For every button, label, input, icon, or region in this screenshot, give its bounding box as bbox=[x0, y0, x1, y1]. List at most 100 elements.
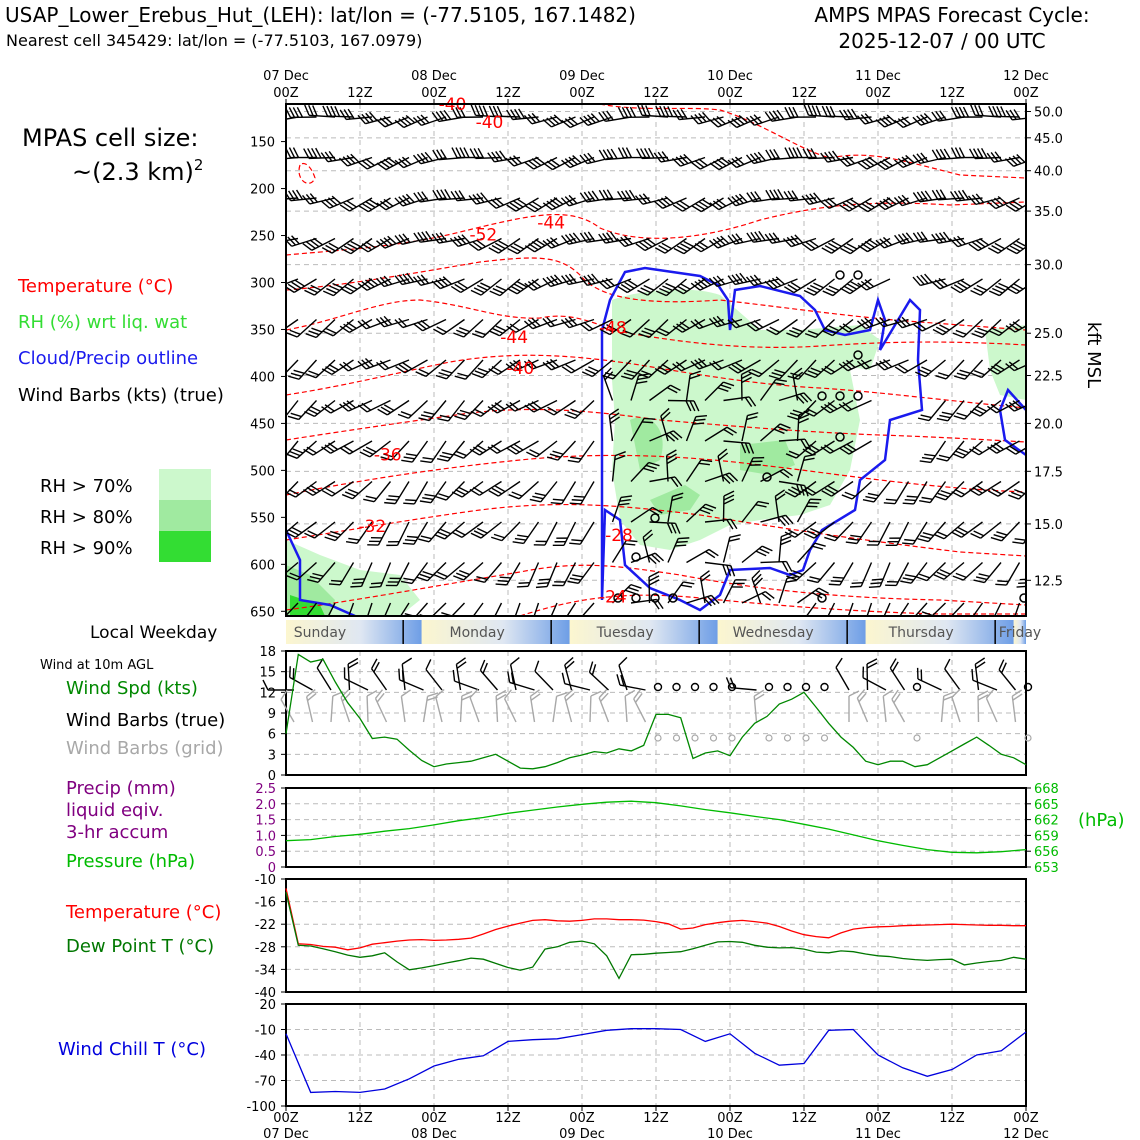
upper-air-wind-barb bbox=[320, 195, 354, 209]
surface-wind-barb-true bbox=[725, 677, 757, 691]
pressure-legend: Pressure (hPa) bbox=[66, 851, 195, 872]
upper-air-wind-barb bbox=[933, 521, 965, 540]
upper-air-wind-barb bbox=[968, 147, 1002, 160]
upper-air-wind-barb bbox=[487, 440, 521, 454]
upper-air-wind-barb bbox=[487, 150, 521, 163]
upper-air-wind-barb bbox=[952, 561, 983, 581]
upper-air-wind-barb bbox=[546, 440, 577, 461]
upper-air-wind-barb bbox=[901, 602, 928, 616]
upper-air-wind-barb bbox=[542, 156, 576, 171]
temperature-contour-line bbox=[286, 564, 1026, 611]
surface-wind-barb-grid bbox=[529, 689, 541, 723]
upper-air-wind-barb bbox=[560, 602, 577, 616]
upper-air-wind-barb bbox=[919, 481, 947, 504]
upper-air-wind-barb bbox=[630, 461, 660, 482]
upper-air-wind-barb bbox=[542, 274, 576, 288]
legend-rh: RH (%) wrt liq. wat bbox=[18, 312, 187, 333]
upper-air-wind-barb bbox=[394, 114, 428, 129]
upper-air-wind-barb bbox=[542, 197, 576, 211]
upper-air-wind-barb bbox=[286, 602, 299, 616]
value-tick-label: 1.5 bbox=[255, 814, 276, 829]
surface-wind-barb-true bbox=[862, 666, 887, 691]
upper-air-wind-barb bbox=[569, 481, 595, 505]
upper-air-wind-barb bbox=[542, 316, 576, 328]
upper-air-wind-barb bbox=[667, 492, 684, 523]
upper-air-wind-barb bbox=[436, 440, 466, 462]
value-tick-label: -34 bbox=[255, 963, 276, 978]
upper-air-wind-barb bbox=[524, 399, 558, 413]
kft-tick-label: 45.0 bbox=[1034, 132, 1063, 147]
pressure-tick-label: 500 bbox=[250, 464, 275, 479]
kft-tick-label: 30.0 bbox=[1034, 259, 1063, 274]
upper-air-wind-barb bbox=[384, 481, 410, 505]
upper-air-wind-barb bbox=[375, 315, 410, 328]
value-tick-label: -10 bbox=[255, 873, 276, 888]
pressure-tick-label: 250 bbox=[250, 230, 275, 245]
surface-wind-barb-true bbox=[398, 668, 424, 691]
upper-air-wind-barb bbox=[413, 230, 447, 243]
upper-air-wind-barb bbox=[796, 409, 810, 442]
forecast-cycle-time: 2025-12-07 / 00 UTC bbox=[838, 29, 1045, 53]
weekday-band bbox=[421, 620, 570, 644]
upper-air-wind-barb bbox=[303, 480, 336, 496]
upper-air-wind-barb bbox=[685, 459, 713, 482]
temperature-contour-labels: -40-40-44-52-44 -48-40-36-32 -28-24 bbox=[358, 95, 632, 607]
upper-air-wind-barb bbox=[611, 539, 638, 563]
temperature-contour-line bbox=[286, 201, 1026, 256]
upper-air-wind-barb bbox=[709, 156, 743, 171]
upper-air-wind-barb bbox=[783, 190, 817, 202]
calm-circle-grid bbox=[765, 734, 773, 742]
upper-air-wind-barb bbox=[987, 359, 1020, 375]
upper-air-wind-barb bbox=[748, 359, 780, 378]
surface-wind-barb-grid bbox=[280, 689, 295, 723]
upper-air-wind-barb bbox=[468, 237, 502, 251]
upper-air-wind-barb bbox=[690, 277, 724, 291]
upper-air-wind-barb bbox=[524, 156, 558, 170]
upper-air-wind-barb bbox=[473, 562, 503, 584]
upper-air-wind-barb bbox=[561, 116, 595, 129]
upper-air-wind-barb bbox=[569, 521, 595, 545]
weekday-label: Wednesday bbox=[733, 625, 814, 641]
upper-air-wind-barb bbox=[894, 232, 928, 245]
upper-air-wind-barb bbox=[838, 155, 872, 167]
upper-air-wind-barb bbox=[286, 189, 317, 202]
calm-circle bbox=[783, 682, 792, 692]
upper-air-wind-barb bbox=[704, 518, 738, 530]
value-tick-label: -40 bbox=[255, 1049, 276, 1064]
upper-air-wind-barb bbox=[395, 359, 428, 374]
upper-air-wind-barb bbox=[526, 440, 558, 458]
upper-air-wind-barb bbox=[875, 316, 909, 328]
wind-speed-legend: Wind Spd (kts) bbox=[66, 678, 198, 699]
kft-tick-label: 50.0 bbox=[1034, 106, 1063, 121]
upper-air-wind-barb bbox=[286, 400, 299, 422]
upper-air-wind-barb bbox=[376, 156, 410, 171]
surface-wind-barb-grid bbox=[848, 690, 860, 722]
upper-air-wind-barb bbox=[304, 399, 336, 418]
upper-air-wind-barb bbox=[655, 278, 687, 297]
upper-air-wind-barb bbox=[838, 399, 872, 412]
upper-air-wind-barb bbox=[467, 602, 484, 616]
rh-bin-90-label: RH > 90% bbox=[40, 538, 133, 559]
surface-wind-barb-grid bbox=[1011, 689, 1023, 723]
surface-wind-barb-grid bbox=[374, 689, 388, 723]
bottom-hour-label: 00Z bbox=[717, 1111, 743, 1126]
bottom-hour-label: 12Z bbox=[347, 1111, 373, 1126]
value-tick-label: -70 bbox=[255, 1075, 276, 1090]
upper-air-wind-barb bbox=[821, 237, 854, 254]
upper-air-wind-barb bbox=[995, 562, 1021, 586]
upper-air-wind-barb bbox=[487, 399, 521, 414]
upper-air-wind-barb bbox=[508, 480, 539, 500]
pressure-tick-label: 650 bbox=[250, 605, 275, 620]
calm-circle-grid bbox=[672, 734, 681, 742]
upper-air-wind-barb bbox=[418, 400, 447, 422]
upper-air-wind-barb bbox=[803, 521, 835, 539]
upper-air-wind-barb bbox=[741, 590, 775, 604]
upper-air-wind-barb bbox=[801, 192, 835, 205]
upper-air-wind-barb bbox=[619, 318, 650, 338]
upper-air-wind-barb bbox=[839, 197, 872, 212]
surface-wind-barb-grid bbox=[633, 689, 647, 723]
pressure-tick-label: 150 bbox=[250, 136, 275, 151]
upper-air-wind-barb bbox=[453, 561, 484, 581]
rh-swatch-80 bbox=[159, 500, 211, 531]
